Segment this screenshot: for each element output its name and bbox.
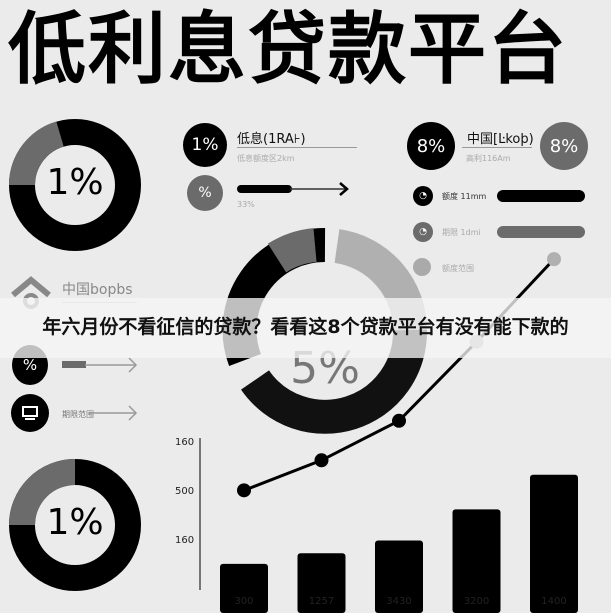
- trend-point: [314, 453, 329, 468]
- bar: [530, 474, 578, 613]
- rate-badge: 1%: [183, 123, 227, 167]
- rate-label: 低息(1RA⊦): [237, 132, 306, 147]
- y-tick-label: 160: [175, 437, 195, 448]
- china-label: 中国[Ŀkoþ): [467, 132, 534, 147]
- row-label: 期限范围: [62, 410, 94, 419]
- row-label: 额度范围: [442, 264, 474, 273]
- clock-icon: ◔: [413, 186, 433, 206]
- bar: [220, 563, 268, 613]
- trend-point: [392, 413, 406, 428]
- divider: [237, 147, 357, 148]
- arrow-right-icon: [90, 405, 138, 421]
- y-tick-label: 160: [175, 535, 195, 546]
- donut-chart-top-left: [8, 119, 141, 251]
- clock-icon: ◔: [413, 222, 433, 242]
- china-sub: 高利116Am: [466, 154, 511, 163]
- bar: [297, 553, 346, 613]
- trend-point: [547, 252, 561, 267]
- x-tick-label: 3430: [386, 596, 412, 607]
- x-tick-label: 3200: [463, 596, 490, 607]
- left-label: 中国bорbs: [62, 282, 133, 298]
- banner-text: 年六月份不看征信的贷款？看看这8个贷款平台有没有能下款的: [42, 316, 569, 338]
- x-tick-label: 1257: [308, 596, 335, 607]
- row-label: 额度 11mm: [442, 192, 487, 201]
- y-tick-label: 500: [175, 486, 195, 497]
- monitor-icon: [11, 394, 49, 432]
- trend-point: [237, 483, 251, 498]
- bar: [452, 509, 501, 613]
- dot-icon: [413, 258, 431, 276]
- progress-bar: [62, 361, 86, 368]
- donut-chart-bottom-left: [9, 459, 141, 591]
- row-bar: [497, 226, 585, 238]
- x-tick-label: 1400: [541, 596, 567, 607]
- arrow-right-icon: [85, 357, 138, 373]
- china-badge-2: 8%: [540, 122, 588, 170]
- donut-label: 1%: [46, 502, 104, 543]
- rate-sub: 低息额度区2km: [237, 154, 295, 163]
- row-label: 期限 1dmi: [442, 228, 481, 237]
- x-tick-label: 300: [234, 596, 254, 607]
- progress-label: 33%: [237, 200, 255, 209]
- trend-line: [243, 258, 556, 492]
- percent-badge: %: [187, 175, 223, 211]
- divider: [462, 147, 532, 148]
- progress-bar: [237, 185, 292, 193]
- china-badge: 8%: [407, 122, 455, 170]
- donut-label: 1%: [46, 162, 104, 203]
- banner-overlay: [0, 298, 611, 358]
- row-bar: [497, 190, 585, 202]
- arrow-right-icon: [290, 182, 349, 196]
- page-title: 低利息贷款平台: [8, 5, 569, 95]
- bar: [375, 540, 423, 613]
